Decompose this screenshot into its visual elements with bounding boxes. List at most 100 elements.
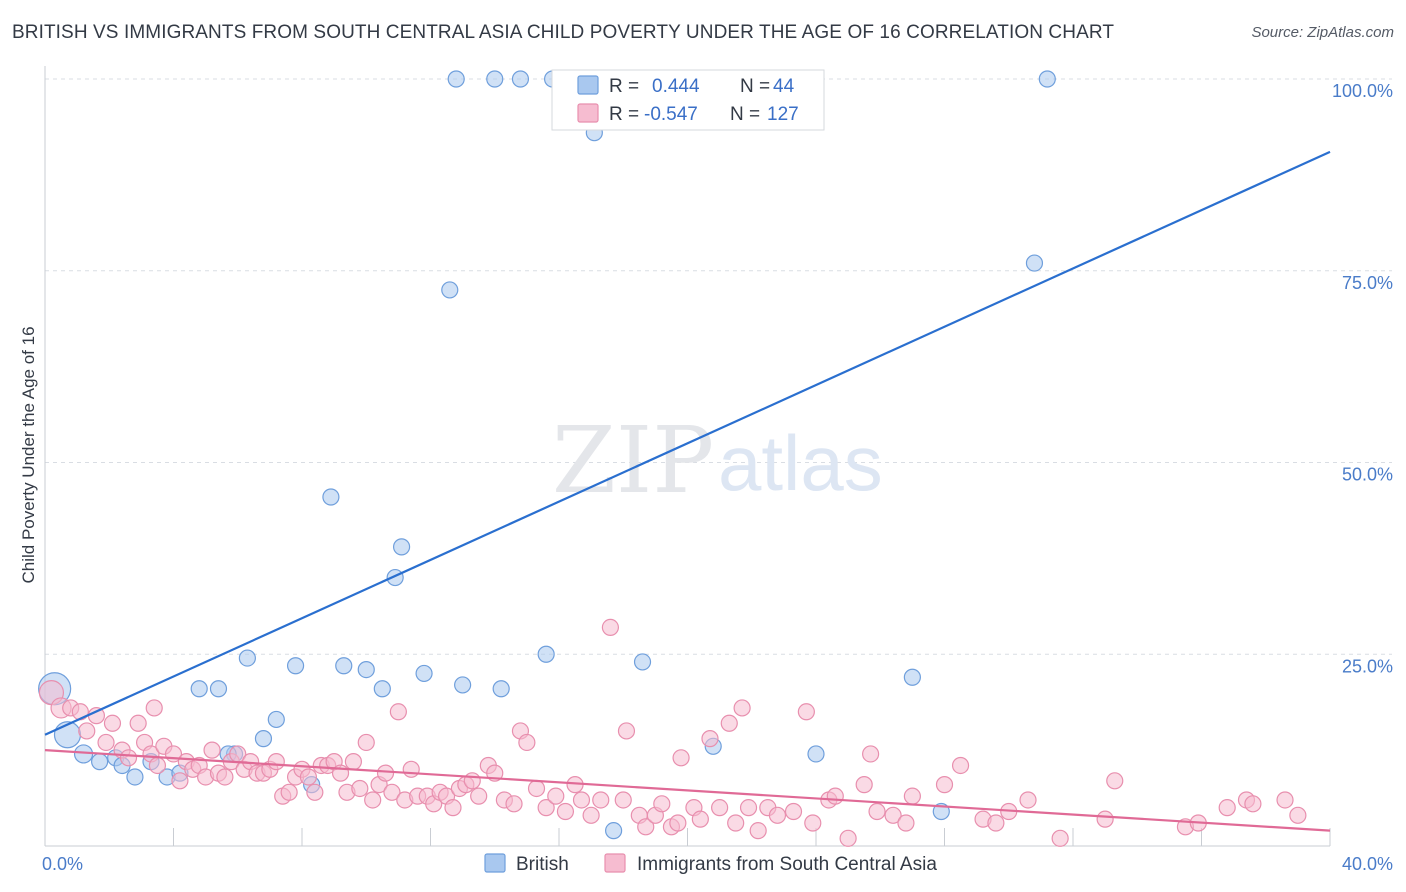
british-r-label: R = (609, 76, 639, 97)
immigrant-point (1244, 795, 1262, 813)
british-point (1025, 254, 1044, 272)
immigrant-point (672, 749, 690, 767)
immigrant-point (884, 806, 902, 824)
immigrant-point (691, 810, 709, 828)
british-point (633, 653, 652, 671)
immigrant-point (669, 814, 687, 832)
british-point (91, 753, 109, 771)
british-point (267, 710, 285, 729)
immigrant-point (383, 783, 401, 801)
immigrant-point (1106, 772, 1124, 790)
british-point (357, 660, 375, 679)
immigrant-point (97, 733, 115, 752)
x-tick-label: 40.0% (1342, 854, 1393, 874)
british-point (454, 676, 472, 694)
chart-title: BRITISH VS IMMIGRANTS FROM SOUTH CENTRAL… (12, 22, 1115, 43)
immigrant-point (739, 799, 758, 817)
immigrant-point (592, 791, 610, 809)
british-point (807, 745, 825, 763)
immigrant-point (267, 753, 285, 771)
immigrant-point (826, 787, 844, 805)
axes (44, 66, 1331, 847)
stats-legend: R = 0.444 N = 44 R = -0.547 N = 127 (551, 69, 825, 131)
y-axis-label: Child Poverty Under the Age of 16 (19, 326, 38, 583)
immigrant-point (145, 699, 163, 717)
source-credit: Source: ZipAtlas.com (1251, 24, 1394, 41)
immigrant-point (617, 722, 636, 740)
immigrant-point (537, 799, 555, 817)
immigrant-points (38, 618, 1307, 847)
immigrant-point (1289, 806, 1307, 824)
immigrant-point (119, 749, 138, 767)
british-point (373, 680, 391, 698)
british-points (38, 70, 1056, 840)
british-swatch (577, 75, 599, 95)
immigrant-point (1019, 791, 1037, 809)
immigrant-point (527, 779, 546, 798)
y-tick-label: 50.0% (1342, 465, 1393, 485)
immigrant-point (572, 791, 591, 809)
immigrant-point (389, 703, 407, 721)
immigrant-point (470, 787, 488, 805)
immigrant-point (903, 787, 921, 805)
british-point (335, 657, 353, 675)
immigrant-point (1096, 810, 1114, 828)
british-point (511, 70, 530, 88)
immigrant-trend-line (44, 749, 1331, 832)
immigrant-point (280, 783, 298, 801)
immigrant-point (78, 722, 96, 740)
immigrant-point (1051, 829, 1069, 847)
immigrant-point (505, 795, 523, 813)
legend-immigrant-swatch (604, 853, 626, 873)
british-point (126, 768, 144, 786)
british-point (903, 668, 921, 686)
immigrant-point (601, 618, 620, 637)
immigrant-point (582, 806, 600, 824)
immigrant-point (720, 714, 738, 732)
immigrant-point (444, 799, 462, 817)
immigrant-point (768, 806, 787, 824)
immigrant-point (1276, 791, 1294, 809)
british-point (415, 664, 433, 683)
british-r-value: 0.444 (652, 76, 700, 97)
legend-british-label: British (516, 854, 569, 875)
british-point (209, 680, 228, 698)
immigrant-point (402, 760, 420, 778)
immigrant-point (614, 791, 632, 809)
immigrant-point (862, 745, 880, 763)
immigrant-point (129, 714, 147, 732)
immigrant-point (987, 814, 1005, 832)
immigrant-point (784, 802, 803, 821)
immigrant-n-label: N = (730, 104, 760, 125)
immigrant-point (148, 756, 167, 775)
watermark: ZIP atlas (552, 407, 883, 514)
immigrant-r-value: -0.547 (644, 104, 698, 125)
british-trend-line (44, 150, 1331, 736)
immigrant-point (376, 764, 395, 782)
immigrant-point (351, 779, 369, 798)
y-tick-label: 100.0% (1332, 81, 1393, 101)
series-legend: British Immigrants from South Central As… (484, 853, 937, 875)
immigrant-point (897, 814, 915, 832)
y-tick-label: 25.0% (1342, 656, 1393, 676)
immigrant-point (855, 776, 873, 794)
trend-lines (44, 150, 1331, 832)
legend-immigrant-label: Immigrants from South Central Asia (637, 854, 937, 875)
grid-lines (45, 78, 1392, 655)
british-point (286, 657, 305, 675)
british-point (486, 70, 504, 88)
immigrant-point (357, 733, 375, 752)
x-tick-label: 0.0% (42, 854, 83, 874)
immigrant-point (103, 714, 122, 732)
immigrant-point (868, 802, 886, 821)
immigrant-n-value: 127 (767, 104, 799, 125)
immigrant-point (951, 756, 970, 775)
immigrant-point (547, 787, 565, 805)
immigrant-point (556, 802, 575, 821)
british-point (441, 281, 459, 299)
immigrant-point (749, 822, 767, 840)
immigrant-point (797, 703, 815, 721)
immigrant-point (637, 818, 655, 836)
immigrant-point (203, 741, 221, 759)
legend-british-swatch (484, 853, 506, 873)
